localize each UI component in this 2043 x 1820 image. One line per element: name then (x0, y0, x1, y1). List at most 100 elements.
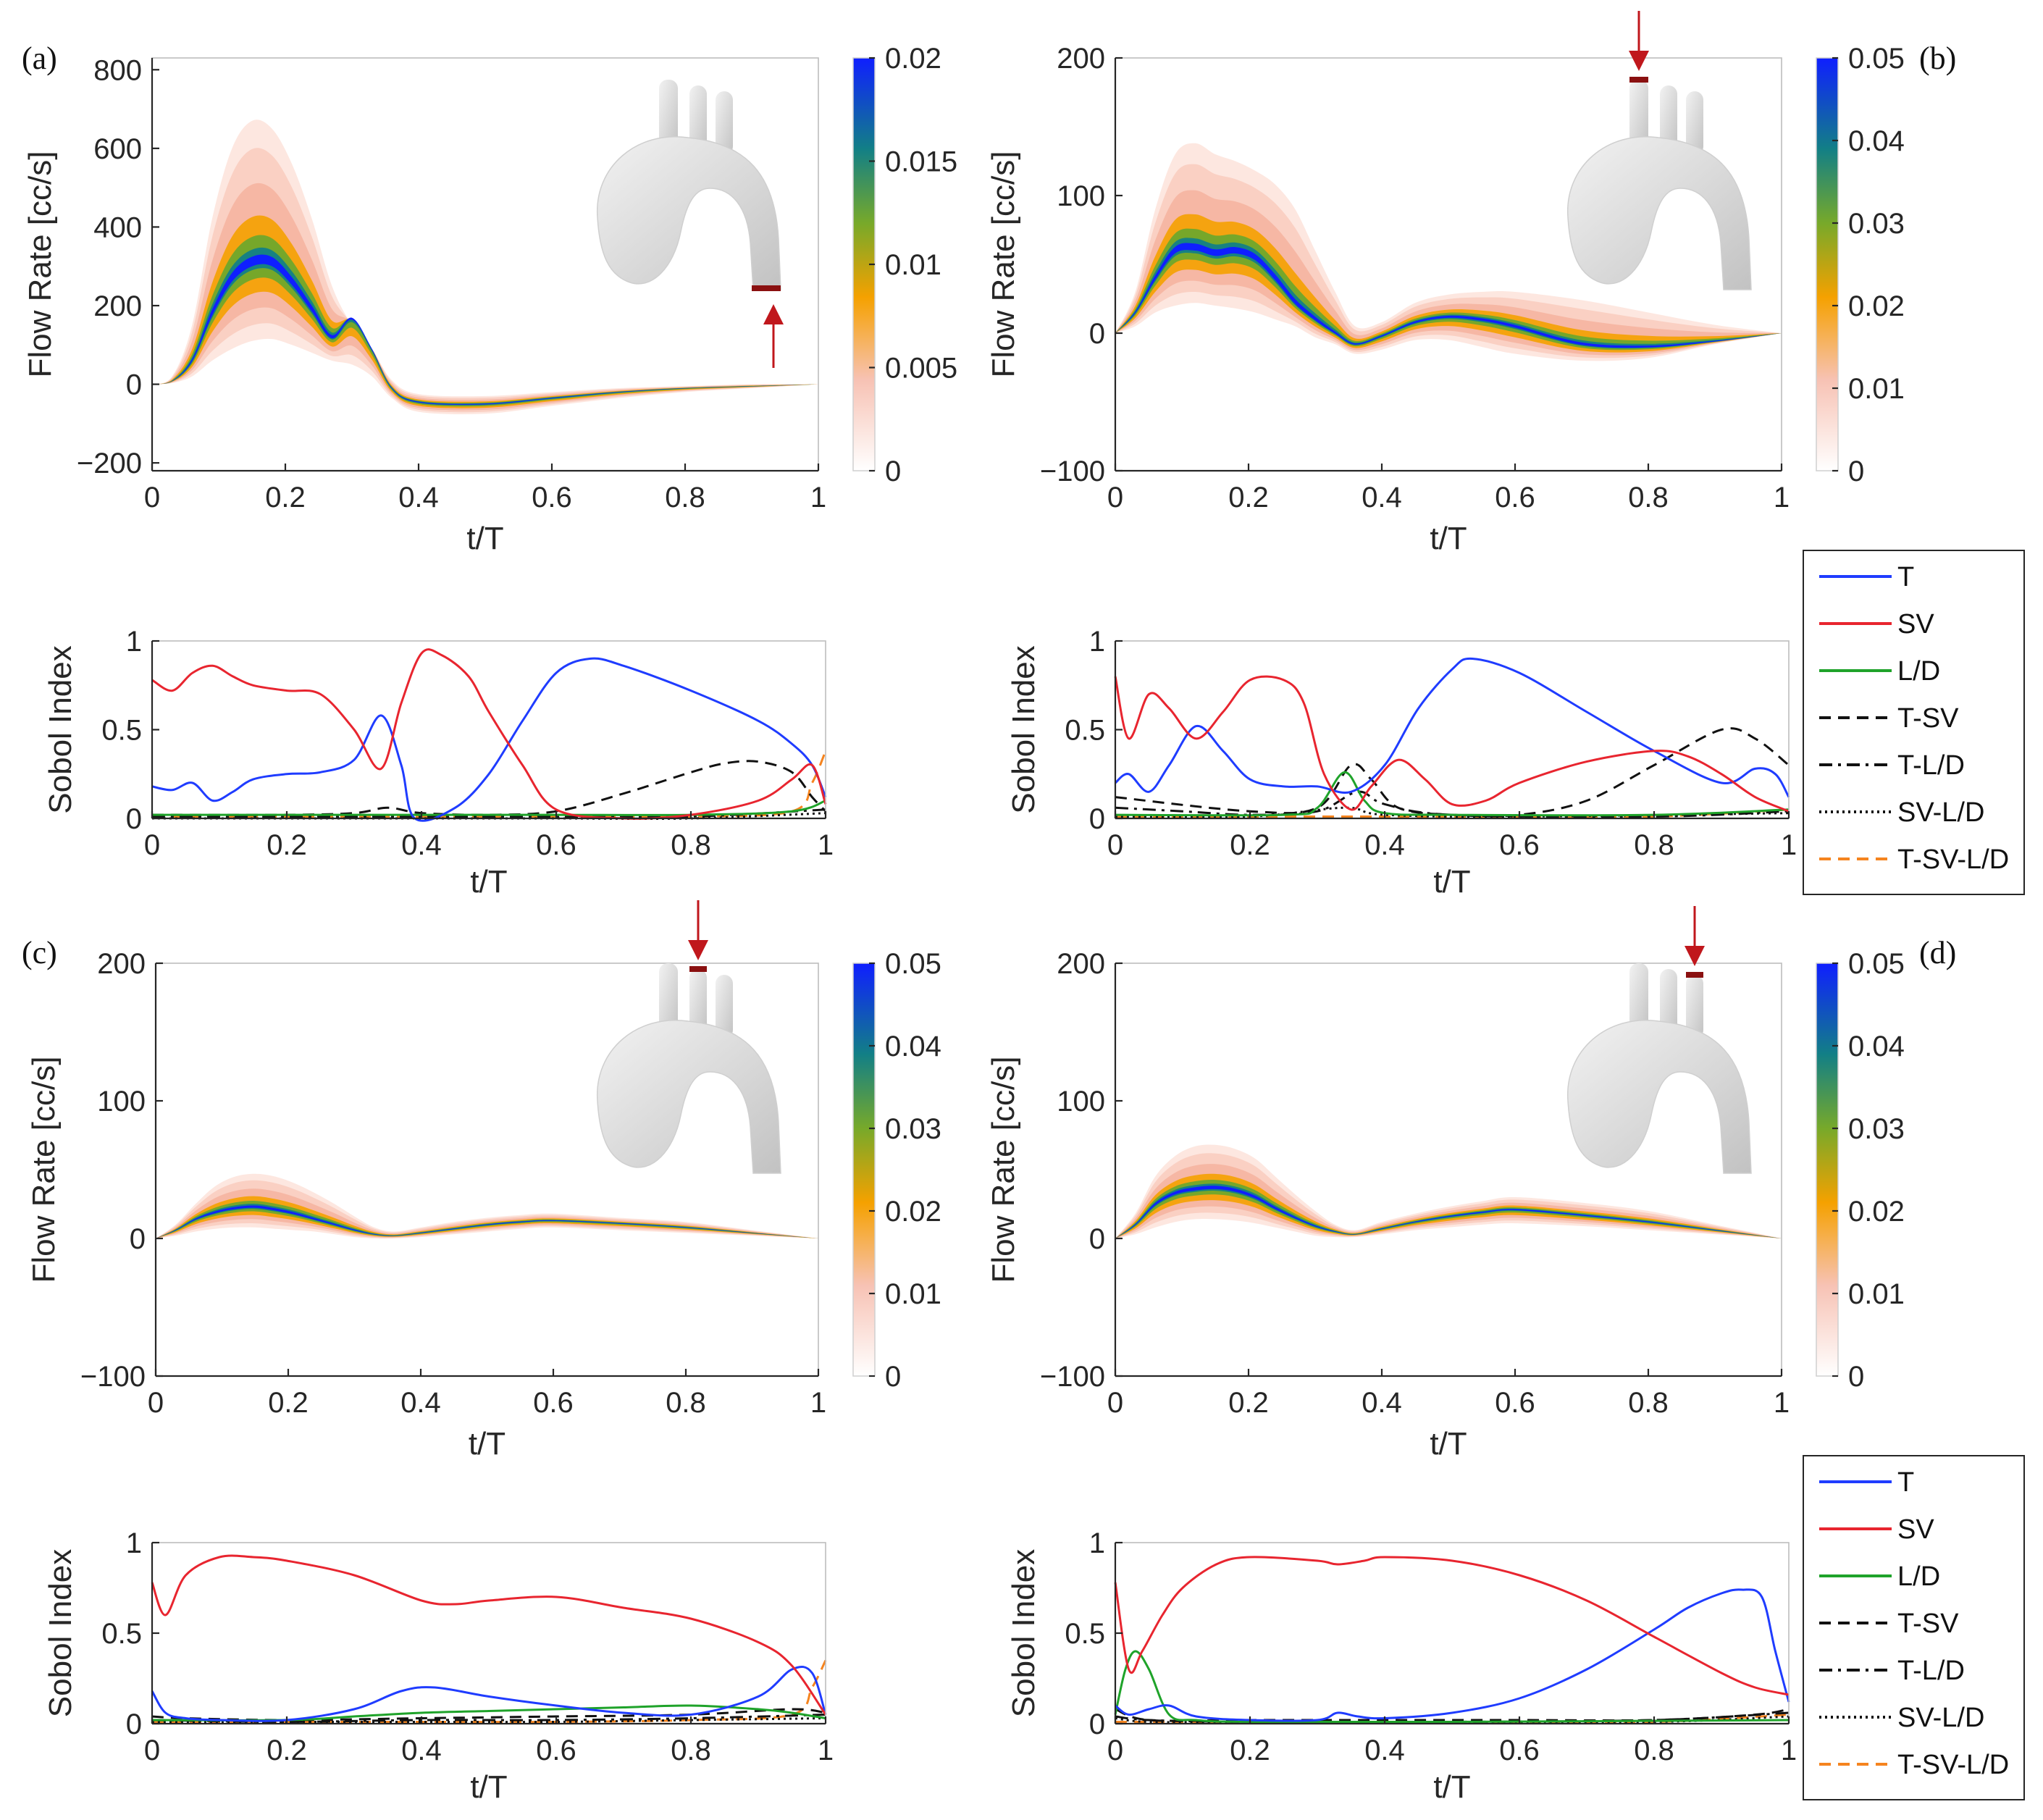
carotid-branch (689, 85, 707, 151)
y-tick-label: 0.5 (1065, 1618, 1105, 1650)
legend-1: T SV L/D T-SV T-L/D SV-L/D T-SV-L/D (1803, 550, 2025, 895)
y-tick-label: 200 (1057, 43, 1105, 75)
legend-label: T-SV (1897, 703, 1959, 734)
colorbar-tick-label: 0.02 (885, 1196, 941, 1228)
outlet-arrow-icon (1685, 906, 1705, 966)
x-tick-label: 0.6 (533, 1387, 574, 1419)
y-tick-label: 0.5 (101, 715, 142, 747)
y-axis-label: Flow Rate [cc/s] (26, 1057, 62, 1283)
legend-entry: T (1819, 562, 1914, 592)
colorbar-tick-label: 0.05 (1848, 948, 1905, 980)
y-tick-label: 0 (1089, 1223, 1105, 1255)
aortic-arch (1567, 1020, 1752, 1174)
legend-label: T-L/D (1897, 750, 1965, 781)
legends-layer: TSVL/DT-SVT-L/DSV-L/DT-SV-L/DTSVL/DT-SVT… (1803, 550, 2025, 1800)
colorbar-tick-label: 0.02 (885, 43, 941, 75)
colorbar-tick-label: 0.02 (1848, 290, 1905, 322)
x-tick-label: 0.2 (1230, 829, 1270, 861)
aortic-arch (597, 136, 781, 290)
subclavian-branch (1686, 975, 1703, 1039)
subclavian-branch (716, 91, 733, 155)
legend-label: SV (1897, 609, 1934, 639)
x-tick-label: 0.4 (400, 1387, 441, 1419)
x-axis-label: t/T (470, 1769, 507, 1805)
x-tick-label: 0 (144, 482, 160, 513)
subclavian-branch (716, 975, 733, 1039)
outlet-marker (1629, 77, 1648, 83)
flow-rate-band (1115, 1173, 1782, 1238)
legend-entry: L/D (1819, 1561, 1940, 1592)
sobol-line-tsv (151, 760, 827, 816)
sobol-line-t (151, 657, 827, 822)
x-tick-label: 0.4 (1364, 1735, 1405, 1766)
carotid-branch (1660, 85, 1677, 151)
y-tick-label: 800 (93, 54, 142, 86)
legend-entry: SV (1819, 609, 1934, 639)
legend-label: T-SV (1897, 1609, 1959, 1639)
colorbar-tick-label: 0.05 (885, 948, 941, 980)
x-tick-label: 1 (818, 1735, 834, 1766)
colorbar-tick-label: 0 (885, 456, 901, 487)
sobol-line-t (1115, 1588, 1790, 1722)
flow-rate-band (1115, 1183, 1782, 1238)
x-tick-label: 0 (144, 1735, 160, 1766)
y-tick-label: 1 (1089, 626, 1105, 658)
outlet-arrow-icon (1629, 11, 1649, 71)
legend-entry: T-L/D (1819, 1656, 1965, 1686)
aorta-model-inset (1567, 11, 1752, 290)
panel-label: (b) (1919, 41, 1956, 76)
y-tick-label: 600 (93, 133, 142, 165)
aorta-model-inset (597, 80, 784, 368)
sobol-line-t (151, 1665, 827, 1722)
brachiocephalic-branch (1629, 80, 1648, 148)
colorbar-tick-label: 0.03 (1848, 1113, 1905, 1145)
y-axis-label: Sobol Index (1006, 645, 1041, 813)
x-tick-label: 0.2 (1230, 1735, 1270, 1766)
x-tick-label: 0.8 (1634, 1735, 1674, 1766)
x-tick-label: 0 (144, 829, 160, 861)
y-tick-label: 100 (1057, 180, 1105, 212)
legend-entry: T-SV-L/D (1819, 1750, 2009, 1780)
colorbar-tick-label: 0.05 (1848, 43, 1905, 75)
sobol-line-tsv (1115, 1708, 1790, 1722)
y-tick-label: 400 (93, 211, 142, 243)
sobol-line-ld (1115, 771, 1790, 817)
y-tick-label: 0 (1089, 1708, 1105, 1740)
x-tick-label: 1 (810, 482, 826, 513)
sobol-line-sv (151, 1554, 827, 1716)
y-tick-label: 0.5 (1065, 715, 1105, 747)
colorbar-tick-label: 0 (1848, 456, 1864, 487)
outlet-marker (1686, 972, 1703, 978)
outlet-arrow-icon (688, 900, 708, 960)
colorbar (852, 963, 876, 1377)
x-tick-label: 0.4 (1362, 482, 1402, 513)
x-tick-label: 0.4 (401, 1735, 442, 1766)
x-tick-label: 0.8 (666, 1387, 706, 1419)
y-tick-label: 0 (126, 369, 142, 401)
aorta-model-inset (597, 900, 781, 1174)
y-axis-label: Sobol Index (43, 645, 78, 813)
flow-rate-band (152, 148, 818, 413)
flow-rate-band (1115, 1179, 1782, 1238)
x-tick-label: 0 (1107, 1387, 1123, 1419)
legend-frame (1803, 1455, 2025, 1800)
y-tick-label: 0 (126, 803, 142, 835)
x-tick-label: 0.2 (268, 1387, 309, 1419)
legend-entry: T-SV-L/D (1819, 844, 2009, 875)
sobol-line-tld (1115, 790, 1790, 818)
x-tick-label: 0.6 (1499, 829, 1540, 861)
sobol-line-tld (151, 808, 826, 818)
colorbar-tick-label: 0.01 (885, 249, 941, 281)
y-axis-label: Flow Rate [cc/s] (986, 151, 1021, 378)
colorbar-tick-label: 0.03 (885, 1113, 941, 1145)
x-tick-label: 0.6 (1499, 1735, 1540, 1766)
legend-label: SV-L/D (1897, 797, 1984, 828)
y-tick-label: 0.5 (101, 1618, 142, 1650)
colorbar-tick-label: 0.01 (1848, 1278, 1905, 1310)
sobol-line-tsvld (151, 750, 827, 818)
x-tick-label: 1 (810, 1387, 826, 1419)
y-tick-label: −100 (80, 1361, 146, 1393)
